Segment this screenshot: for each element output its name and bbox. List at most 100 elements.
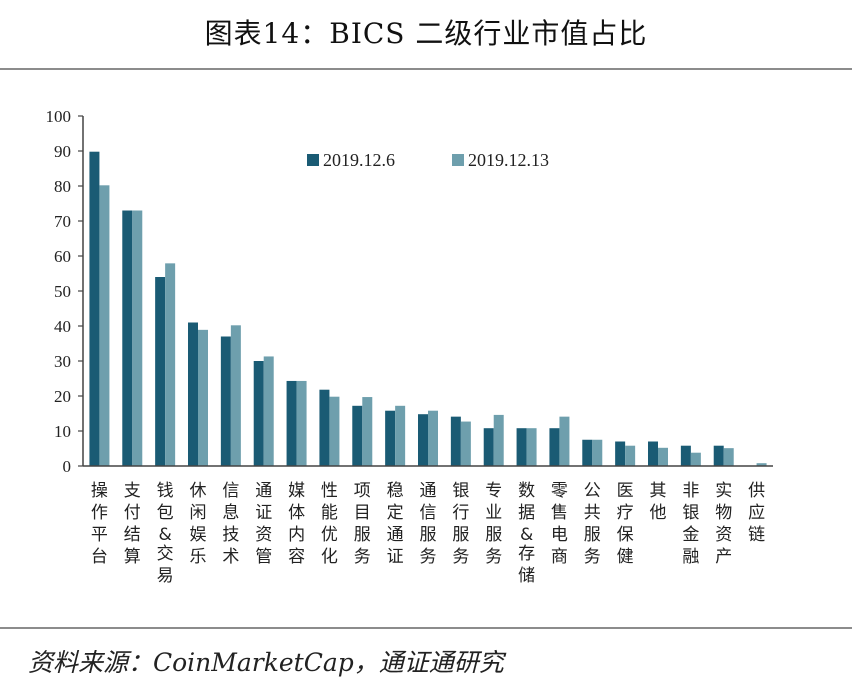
x-tick-label-char: 物	[715, 503, 732, 523]
x-tick-label-char: 优	[321, 525, 338, 545]
x-tick-label-char: 资	[715, 525, 732, 545]
x-tick-label-char: 供	[748, 481, 765, 501]
bar-series2	[99, 185, 110, 467]
x-tick-label-char: 技	[222, 525, 239, 545]
x-tick-label-char: 项	[354, 481, 371, 501]
bar-series1	[450, 416, 461, 466]
x-tick-label-char: 银	[452, 481, 469, 501]
x-tick-label-char: 行	[452, 503, 469, 523]
source-note: 资料来源：CoinMarketCap，通证通研究	[28, 648, 504, 677]
bar-series2	[263, 356, 274, 466]
legend-label: 2019.12.13	[468, 150, 549, 170]
bar-series2	[625, 445, 636, 466]
x-tick-label-char: 证	[387, 547, 404, 567]
bar-series2	[132, 210, 143, 466]
x-tick-label-char: &	[159, 525, 172, 545]
bar-series1	[352, 405, 363, 466]
bar-series2	[592, 439, 603, 466]
bar-series2	[198, 329, 208, 466]
x-tick-label-char: 通	[387, 525, 404, 545]
x-tick-label-char: 他	[650, 503, 667, 523]
x-tick-label-char: 共	[584, 503, 601, 523]
bars-group	[89, 151, 767, 467]
x-tick-label-char: 信	[420, 503, 437, 523]
x-tick-label-char: 性	[321, 481, 338, 501]
top-divider	[0, 68, 852, 70]
x-tick-label-char: 零	[551, 481, 568, 501]
bar-series1	[483, 428, 494, 466]
bar-series2	[362, 397, 373, 466]
x-tick-label-char: 通	[420, 481, 437, 501]
x-tick-label-char: 作	[91, 503, 108, 523]
x-tick-label-char: 平	[91, 525, 108, 545]
x-tick-label-char: 务	[420, 547, 437, 567]
bar-series1	[155, 277, 166, 466]
y-tick-label: 10	[54, 422, 71, 441]
x-tick-label-char: 业	[485, 503, 502, 523]
x-tick-label-char: 定	[387, 503, 404, 523]
x-tick-label-char: 体	[288, 503, 305, 523]
x-tick-label-char: 算	[124, 547, 141, 567]
bar-series1	[286, 380, 297, 466]
bar-series1	[385, 410, 396, 466]
x-tick-label-char: 闲	[190, 503, 207, 523]
legend-swatch	[307, 154, 319, 166]
x-tick-label-char: 公	[584, 481, 601, 501]
x-tick-label-char: 付	[124, 503, 141, 523]
bar-series2	[460, 421, 471, 466]
bar-series2	[165, 263, 176, 466]
bar-series2	[658, 447, 668, 466]
x-tick-label-char: 内	[288, 525, 305, 545]
x-tick-label-char: 休	[190, 481, 207, 501]
y-tick-label: 0	[63, 457, 72, 476]
x-tick-label-char: 操	[91, 481, 108, 501]
x-tick-label-char: 电	[551, 525, 568, 545]
bar-series2	[395, 405, 406, 466]
x-tick-label-char: 术	[222, 547, 239, 567]
x-tick-label-char: 金	[682, 525, 699, 545]
bar-series2	[526, 428, 537, 466]
x-tick-label-char: 娱	[190, 525, 207, 545]
x-tick-label-char: 服	[452, 525, 469, 545]
bottom-divider	[0, 627, 852, 629]
legend: 2019.12.6 2019.12.13	[307, 150, 549, 170]
bar-series2	[756, 463, 767, 466]
x-tick-label-char: 疗	[617, 503, 634, 523]
x-tick-label-char: 融	[682, 547, 699, 567]
y-tick-label: 30	[54, 352, 71, 371]
bar-series1	[188, 322, 198, 466]
x-tick-label-char: &	[520, 525, 533, 545]
x-tick-label-char: 银	[682, 503, 699, 523]
bar-series1	[648, 441, 658, 466]
x-tick-label-char: 务	[584, 547, 601, 567]
x-tick-label-char: 储	[518, 566, 535, 586]
x-tick-label-char: 专	[485, 481, 502, 501]
y-axis: 0 10 20 30 40 50 60 70 80 90 100	[46, 107, 84, 476]
x-tick-label-char: 数	[518, 481, 535, 501]
y-tick-label: 20	[54, 387, 71, 406]
x-tick-label-char: 产	[715, 547, 732, 567]
x-tick-label-char: 包	[157, 503, 174, 523]
bar-series1	[418, 414, 428, 466]
y-tick-label: 40	[54, 317, 71, 336]
x-tick-label-char: 服	[485, 525, 502, 545]
x-tick-label-char: 存	[518, 544, 535, 564]
x-tick-label-char: 容	[288, 547, 305, 567]
x-tick-label-char: 能	[321, 503, 338, 523]
bar-series1	[319, 389, 330, 466]
y-tick-label: 60	[54, 247, 71, 266]
x-tick-label-char: 资	[255, 525, 272, 545]
x-tick-label-char: 服	[584, 525, 601, 545]
x-tick-label-char: 保	[617, 525, 634, 545]
bar-series2	[329, 396, 340, 466]
x-tick-label-char: 务	[354, 547, 371, 567]
bar-series2	[723, 448, 734, 466]
x-tick-label-char: 其	[650, 481, 667, 501]
x-tick-label-char: 务	[452, 547, 469, 567]
x-tick-label-char: 信	[222, 481, 239, 501]
x-tick-label-char: 务	[485, 547, 502, 567]
y-tick-label: 90	[54, 142, 71, 161]
x-tick-label-char: 通	[255, 481, 272, 501]
bar-series1	[549, 428, 560, 466]
x-tick-label-char: 息	[222, 503, 239, 523]
